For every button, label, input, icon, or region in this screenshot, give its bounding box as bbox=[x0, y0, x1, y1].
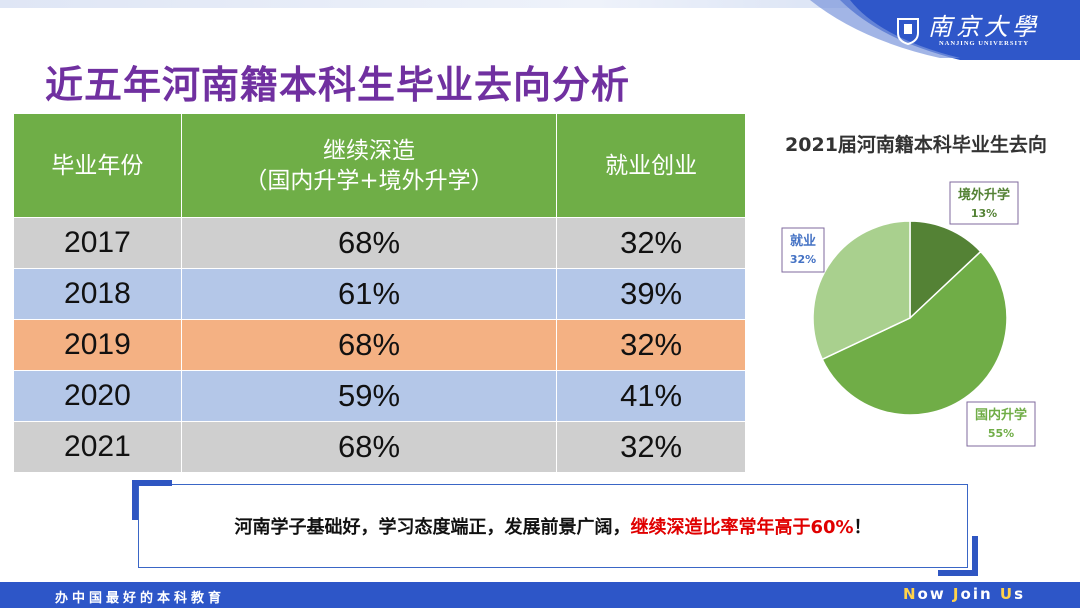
logo-chinese-text: 南京大學 bbox=[928, 13, 1040, 41]
university-logo: 南京大學 NANJING UNIVERSITY bbox=[896, 14, 1040, 47]
work-cell: 39% bbox=[556, 268, 746, 320]
header-study-line1: 继续深造 bbox=[323, 137, 416, 164]
pie-label-box bbox=[966, 401, 1036, 447]
pie-slice-label: 就业 bbox=[790, 233, 816, 249]
table-row: 2017 68% 32% bbox=[13, 217, 746, 269]
header-work: 就业创业 bbox=[556, 113, 746, 218]
pie-label-box bbox=[781, 227, 825, 273]
work-cell: 41% bbox=[556, 370, 746, 422]
callout-corner-top-left bbox=[132, 480, 172, 520]
study-cell: 59% bbox=[180, 370, 558, 422]
year-cell: 2021 bbox=[13, 421, 182, 473]
study-cell: 68% bbox=[180, 421, 558, 473]
year-cell: 2019 bbox=[13, 319, 182, 371]
pie-label-box bbox=[949, 181, 1019, 225]
work-cell: 32% bbox=[556, 421, 746, 473]
pie-slice-label: 国内升学 bbox=[975, 407, 1027, 423]
pie-slice-label: 境外升学 bbox=[958, 187, 1010, 203]
pie-slice bbox=[812, 220, 911, 361]
table-row: 2018 61% 39% bbox=[13, 268, 746, 320]
pie-slice-value: 32% bbox=[790, 253, 816, 266]
pie-slice-value: 55% bbox=[988, 427, 1014, 440]
footer-bar: 办中国最好的本科教育 Now Join Us bbox=[0, 582, 1080, 608]
table-row: 2021 68% 32% bbox=[13, 421, 746, 473]
callout-box: 河南学子基础好，学习态度端正，发展前景广阔，继续深造比率常年高于60%！ bbox=[138, 484, 968, 568]
callout-text: 河南学子基础好，学习态度端正，发展前景广阔，继续深造比率常年高于60%！ bbox=[139, 513, 967, 539]
page-title: 近五年河南籍本科生毕业去向分析 bbox=[45, 63, 631, 107]
callout-plain: 河南学子基础好，学习态度端正，发展前景广阔， bbox=[234, 517, 631, 538]
table-row: 2019 68% 32% bbox=[13, 319, 746, 371]
study-cell: 68% bbox=[180, 319, 558, 371]
pie-slice-value: 13% bbox=[971, 207, 997, 220]
footer-slogan: 办中国最好的本科教育 bbox=[55, 591, 226, 606]
callout-highlight: 继续深造比率常年高于60% bbox=[630, 517, 854, 538]
pie-slice bbox=[821, 250, 1008, 416]
callout-corner-bottom-right bbox=[938, 536, 978, 576]
callout-end: ！ bbox=[853, 517, 872, 538]
work-cell: 32% bbox=[556, 217, 746, 269]
study-cell: 61% bbox=[180, 268, 558, 320]
header-study: 继续深造 （国内升学+境外升学） bbox=[180, 113, 558, 218]
pie-slice bbox=[909, 220, 982, 320]
footer-now-join-us: Now Join Us bbox=[902, 585, 1025, 603]
study-cell: 68% bbox=[180, 217, 558, 269]
year-cell: 2018 bbox=[13, 268, 182, 320]
graduation-table: 毕业年份 继续深造 （国内升学+境外升学） 就业创业 2017 68% 32% … bbox=[13, 113, 746, 473]
university-seal-icon bbox=[897, 17, 919, 45]
table-row: 2020 59% 41% bbox=[13, 370, 746, 422]
year-cell: 2020 bbox=[13, 370, 182, 422]
header-study-line2: （国内升学+境外升学） bbox=[244, 167, 494, 194]
table-header-row: 毕业年份 继续深造 （国内升学+境外升学） 就业创业 bbox=[13, 113, 746, 218]
chart-title: 2021届河南籍本科毕业生去向 bbox=[785, 134, 1047, 156]
header-banner bbox=[0, 0, 1080, 60]
header-year: 毕业年份 bbox=[13, 113, 182, 218]
year-cell: 2017 bbox=[13, 217, 182, 269]
work-cell: 32% bbox=[556, 319, 746, 371]
pie-chart: 境外升学 13% 国内升学 55% 就业 32% bbox=[781, 181, 1036, 447]
logo-english-text: NANJING UNIVERSITY bbox=[938, 40, 1030, 47]
